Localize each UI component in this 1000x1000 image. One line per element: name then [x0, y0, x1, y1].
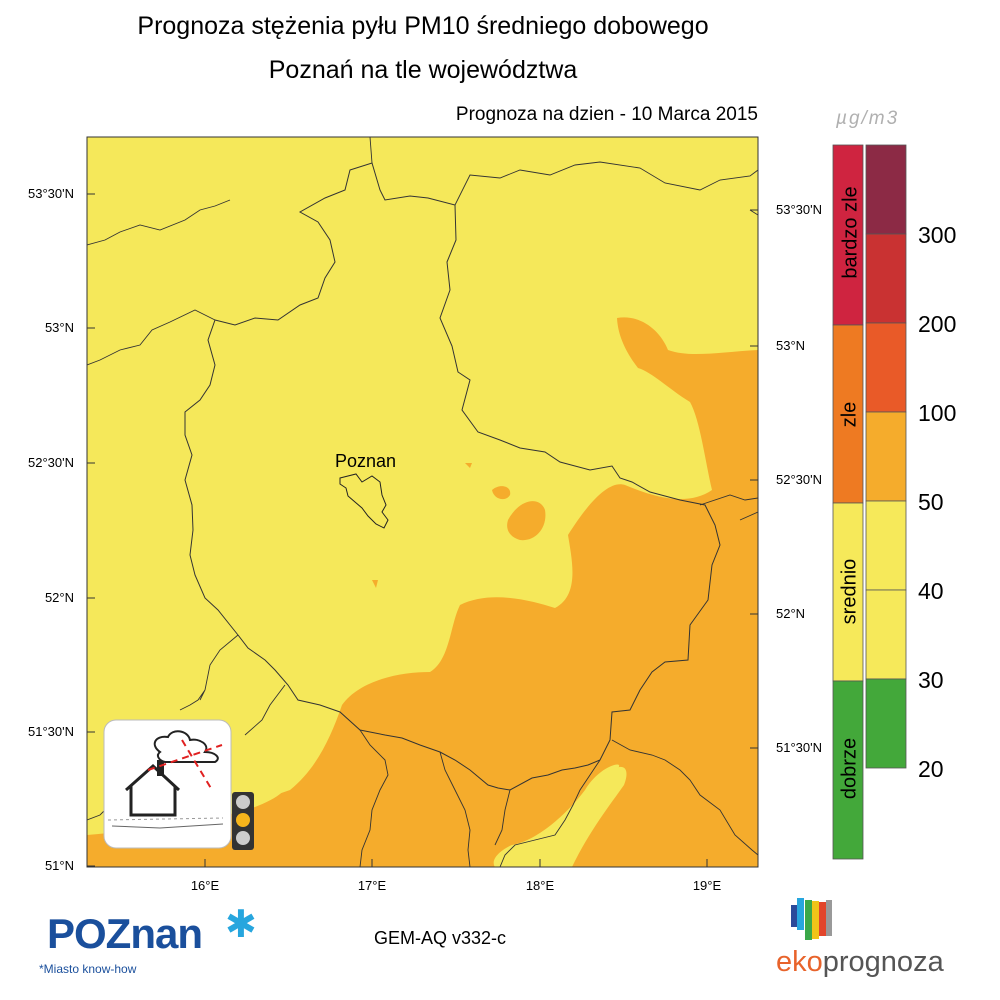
ekoprognoza-logo-part: prognoza [822, 946, 944, 978]
poznan-tagline: *Miasto know-how [39, 962, 137, 976]
lon-label: 16°E [190, 878, 220, 893]
lat-label-right: 52°N [776, 606, 806, 621]
threshold-label: 200 [918, 311, 957, 337]
category-label: bardzo zle [839, 186, 862, 279]
category-label: dobrze [838, 737, 861, 800]
lat-ticks-left [87, 193, 95, 867]
ekoprognoza-bars-icon [791, 898, 832, 940]
lat-label: 51°30'N [28, 724, 74, 739]
map-title: Prognoza stężenia pyłu PM10 średniego do… [137, 12, 709, 40]
lon-label: 17°E [357, 878, 387, 893]
house-smog-icon [103, 719, 232, 849]
lon-label: 19°E [692, 878, 722, 893]
value-swatch [865, 322, 907, 413]
value-swatch [865, 589, 907, 680]
poznan-logo: POZnan ✱ *Miasto know-how [39, 904, 257, 976]
value-swatch [865, 144, 907, 235]
value-swatch [865, 500, 907, 591]
category-swatch [832, 144, 864, 326]
threshold-label: 30 [918, 667, 944, 693]
category-swatch [832, 324, 864, 504]
poznan-logo-text: POZnan [47, 910, 203, 957]
forecast-date: Prognoza na dzien - 10 Marca 2015 [455, 104, 758, 125]
value-swatch [865, 678, 907, 769]
city-label: Poznan [335, 451, 397, 471]
lat-label: 52°N [44, 590, 74, 605]
category-label: srednio [838, 558, 861, 625]
threshold-label: 50 [918, 489, 944, 515]
value-swatch [865, 411, 907, 502]
category-label: zle [838, 401, 861, 428]
lat-label: 52°30'N [28, 455, 74, 470]
lat-label-right: 52°30'N [776, 472, 822, 487]
value-scale [865, 144, 907, 769]
lon-ticks [204, 859, 708, 867]
category-scale [832, 144, 864, 860]
map-frame [86, 136, 759, 868]
bad-zone [465, 463, 472, 468]
value-swatch [865, 233, 907, 324]
neighbour-border [87, 137, 758, 867]
lat-label: 51°N [44, 858, 74, 873]
bad-zone [492, 486, 511, 500]
bad-zone [87, 317, 758, 867]
threshold-label: 20 [918, 756, 944, 782]
voivodeship-border [184, 162, 721, 791]
category-swatch [832, 502, 864, 682]
threshold-label: 100 [918, 400, 957, 426]
model-label: GEM-AQ v332-c [374, 928, 507, 948]
bad-zone [372, 580, 378, 588]
map-subtitle: Poznań na tle województwa [268, 56, 578, 84]
average-zone [560, 766, 627, 867]
traffic-light-icon [232, 792, 254, 850]
lat-label-right: 53°N [776, 338, 806, 353]
lat-ticks-right [750, 209, 758, 749]
lat-label-right: 53°30'N [776, 202, 822, 217]
poznan-city-outline [339, 473, 389, 529]
lat-label: 53°N [44, 320, 74, 335]
ekoprognoza-logo-part: eko [776, 946, 823, 978]
threshold-label: 40 [918, 578, 944, 604]
asterisk-icon: ✱ [225, 904, 257, 946]
bad-zone [507, 501, 546, 541]
lat-label-right: 51°30'N [776, 740, 822, 755]
threshold-label: 300 [918, 222, 957, 248]
unit-label: µg/m3 [836, 108, 900, 129]
category-swatch [832, 680, 864, 860]
lon-label: 18°E [525, 878, 555, 893]
lat-label: 53°30'N [28, 186, 74, 201]
ekoprognoza-logo: ekoprognoza [776, 946, 944, 979]
